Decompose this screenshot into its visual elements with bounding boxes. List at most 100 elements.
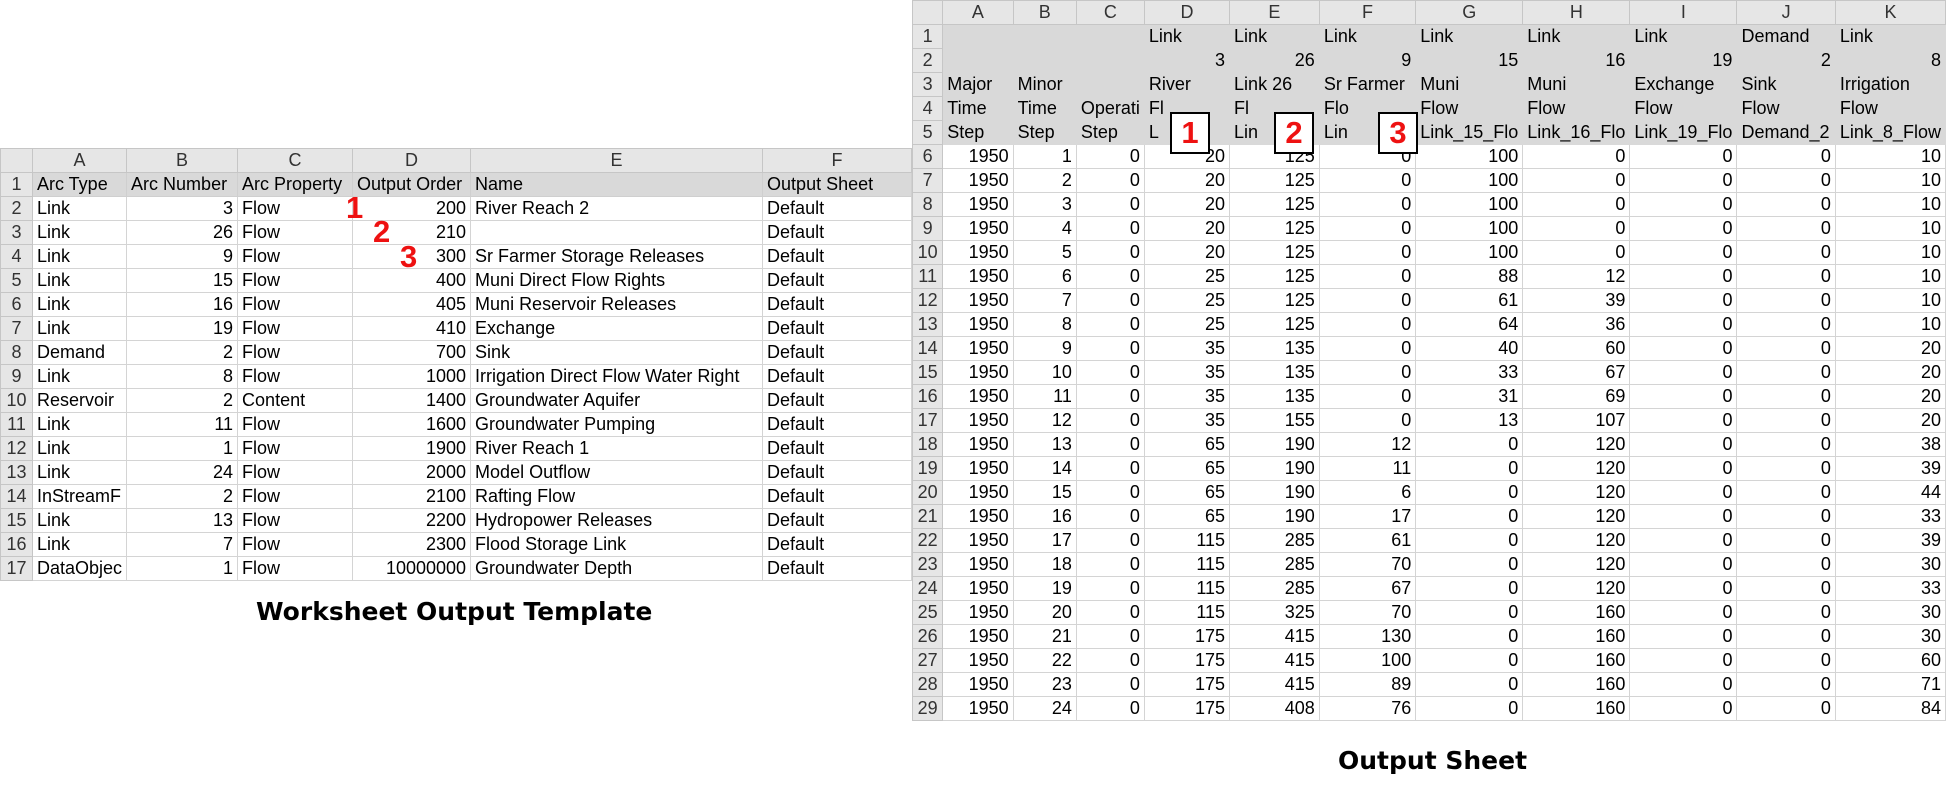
row-header[interactable]: 1 bbox=[911, 24, 944, 49]
cell[interactable]: Name bbox=[470, 172, 764, 197]
cell[interactable]: 19 bbox=[126, 316, 239, 341]
header-cell[interactable]: 8 bbox=[1834, 48, 1946, 73]
cell[interactable]: 1 bbox=[126, 436, 239, 461]
cell[interactable]: 415 bbox=[1229, 624, 1320, 649]
cell[interactable]: 11 bbox=[1318, 456, 1417, 481]
column-header[interactable]: F bbox=[762, 148, 913, 173]
cell[interactable]: 25 bbox=[1143, 312, 1231, 337]
cell[interactable]: 125 bbox=[1229, 216, 1320, 241]
cell[interactable]: 0 bbox=[1075, 144, 1145, 169]
header-cell[interactable]: Major bbox=[942, 72, 1014, 97]
header-cell[interactable]: Link bbox=[1629, 24, 1738, 49]
cell[interactable]: 13 bbox=[126, 508, 239, 533]
cell[interactable]: Arc Number bbox=[126, 172, 239, 197]
cell[interactable]: 0 bbox=[1075, 312, 1145, 337]
cell[interactable]: 0 bbox=[1736, 240, 1836, 265]
cell[interactable]: Flow bbox=[237, 244, 354, 269]
row-header[interactable]: 27 bbox=[911, 648, 944, 673]
cell[interactable]: 1 bbox=[126, 556, 239, 581]
cell[interactable]: 0 bbox=[1629, 456, 1738, 481]
cell[interactable]: Link bbox=[31, 532, 128, 557]
cell[interactable]: 64 bbox=[1415, 312, 1524, 337]
cell[interactable]: Content bbox=[237, 388, 354, 413]
cell[interactable]: 0 bbox=[1075, 576, 1145, 601]
cell[interactable]: 0 bbox=[1736, 360, 1836, 385]
cell[interactable]: 1950 bbox=[942, 312, 1014, 337]
cell[interactable]: 0 bbox=[1415, 624, 1524, 649]
cell[interactable]: 0 bbox=[1415, 504, 1524, 529]
cell[interactable]: 0 bbox=[1318, 264, 1417, 289]
cell[interactable]: Default bbox=[762, 556, 913, 581]
cell[interactable]: 9 bbox=[1012, 336, 1077, 361]
cell[interactable]: 285 bbox=[1229, 552, 1320, 577]
cell[interactable]: Flow bbox=[237, 484, 354, 509]
cell[interactable]: Flow bbox=[237, 220, 354, 245]
cell[interactable]: 36 bbox=[1522, 312, 1631, 337]
cell[interactable]: 0 bbox=[1415, 696, 1524, 721]
cell[interactable]: 100 bbox=[1415, 168, 1524, 193]
cell[interactable]: Default bbox=[762, 436, 913, 461]
cell[interactable]: 35 bbox=[1143, 408, 1231, 433]
cell[interactable]: 700 bbox=[352, 340, 472, 365]
cell[interactable]: 35 bbox=[1143, 384, 1231, 409]
column-header[interactable]: K bbox=[1834, 0, 1946, 25]
cell[interactable]: 65 bbox=[1143, 432, 1231, 457]
cell[interactable]: 35 bbox=[1143, 336, 1231, 361]
cell[interactable]: 120 bbox=[1522, 480, 1631, 505]
row-header[interactable]: 13 bbox=[0, 460, 33, 485]
header-cell[interactable]: 26 bbox=[1229, 48, 1320, 73]
cell[interactable]: 0 bbox=[1629, 264, 1738, 289]
column-header[interactable]: C bbox=[1075, 0, 1145, 25]
cell[interactable]: Link bbox=[31, 364, 128, 389]
cell[interactable]: 61 bbox=[1415, 288, 1524, 313]
cell[interactable]: Default bbox=[762, 268, 913, 293]
cell[interactable]: 6 bbox=[1012, 264, 1077, 289]
cell[interactable]: 39 bbox=[1834, 456, 1946, 481]
row-header[interactable]: 10 bbox=[0, 388, 33, 413]
cell[interactable]: 0 bbox=[1318, 168, 1417, 193]
cell[interactable]: 0 bbox=[1736, 480, 1836, 505]
header-cell[interactable]: Flow bbox=[1629, 96, 1738, 121]
cell[interactable]: 1950 bbox=[942, 528, 1014, 553]
header-cell[interactable]: Link_19_Flo bbox=[1629, 120, 1738, 145]
cell[interactable]: 175 bbox=[1143, 624, 1231, 649]
row-header[interactable]: 15 bbox=[0, 508, 33, 533]
cell[interactable]: 100 bbox=[1415, 240, 1524, 265]
header-cell[interactable]: Link bbox=[1318, 24, 1417, 49]
column-header[interactable]: I bbox=[1629, 0, 1738, 25]
header-cell[interactable]: Link bbox=[1415, 24, 1524, 49]
header-cell[interactable]: Minor bbox=[1012, 72, 1077, 97]
cell[interactable]: 155 bbox=[1229, 408, 1320, 433]
cell[interactable]: 39 bbox=[1834, 528, 1946, 553]
cell[interactable]: 9 bbox=[126, 244, 239, 269]
cell[interactable]: 20 bbox=[1143, 192, 1231, 217]
column-header[interactable]: J bbox=[1736, 0, 1836, 25]
cell[interactable]: 125 bbox=[1229, 168, 1320, 193]
cell[interactable]: 0 bbox=[1736, 192, 1836, 217]
cell[interactable]: 1950 bbox=[942, 480, 1014, 505]
cell[interactable]: 65 bbox=[1143, 504, 1231, 529]
cell[interactable]: 39 bbox=[1522, 288, 1631, 313]
header-cell[interactable]: Step bbox=[1012, 120, 1077, 145]
cell[interactable]: 0 bbox=[1075, 384, 1145, 409]
header-cell[interactable] bbox=[1075, 72, 1145, 97]
header-cell[interactable]: Link_8_Flow bbox=[1834, 120, 1946, 145]
cell[interactable]: 88 bbox=[1415, 264, 1524, 289]
cell[interactable]: 120 bbox=[1522, 552, 1631, 577]
cell[interactable]: Default bbox=[762, 292, 913, 317]
cell[interactable]: Flow bbox=[237, 460, 354, 485]
cell[interactable]: 0 bbox=[1075, 696, 1145, 721]
cell[interactable]: 7 bbox=[1012, 288, 1077, 313]
cell[interactable]: 300 bbox=[352, 244, 472, 269]
cell[interactable]: 0 bbox=[1629, 240, 1738, 265]
cell[interactable]: 17 bbox=[1318, 504, 1417, 529]
cell[interactable]: Link bbox=[31, 316, 128, 341]
cell[interactable]: 0 bbox=[1629, 648, 1738, 673]
cell[interactable]: 1950 bbox=[942, 240, 1014, 265]
row-header[interactable]: 18 bbox=[911, 432, 944, 457]
cell[interactable]: 31 bbox=[1415, 384, 1524, 409]
cell[interactable]: 175 bbox=[1143, 696, 1231, 721]
cell[interactable]: 25 bbox=[1143, 264, 1231, 289]
cell[interactable]: 67 bbox=[1318, 576, 1417, 601]
cell[interactable]: 415 bbox=[1229, 648, 1320, 673]
